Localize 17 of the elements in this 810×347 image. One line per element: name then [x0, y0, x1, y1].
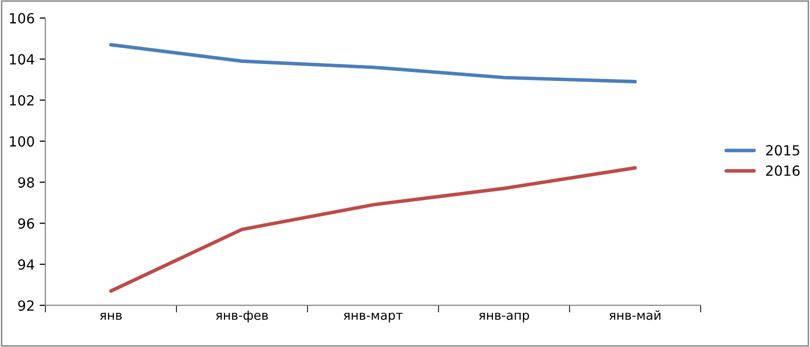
- legend-label: 2015: [766, 145, 800, 156]
- line-series: [109, 42, 637, 84]
- y-tick-label: 98: [18, 177, 34, 188]
- x-tick-label: янв-март: [344, 312, 403, 322]
- x-tick-label: янв-фев: [216, 310, 268, 322]
- line-series: [109, 166, 637, 293]
- y-tick-label: 100: [10, 136, 34, 147]
- x-tick-label: янв-апр: [479, 312, 530, 322]
- y-tick-label: 106: [10, 13, 34, 24]
- y-tick-label: 94: [18, 259, 34, 270]
- x-tick-label: янв-май: [609, 310, 660, 320]
- y-tick-label: 92: [18, 300, 34, 311]
- legend-label: 2016: [766, 165, 800, 176]
- y-tick-label: 104: [10, 54, 34, 65]
- y-tick-label: 102: [10, 95, 34, 106]
- y-tick-label: 96: [18, 218, 34, 229]
- x-tick-label: янв: [100, 312, 122, 320]
